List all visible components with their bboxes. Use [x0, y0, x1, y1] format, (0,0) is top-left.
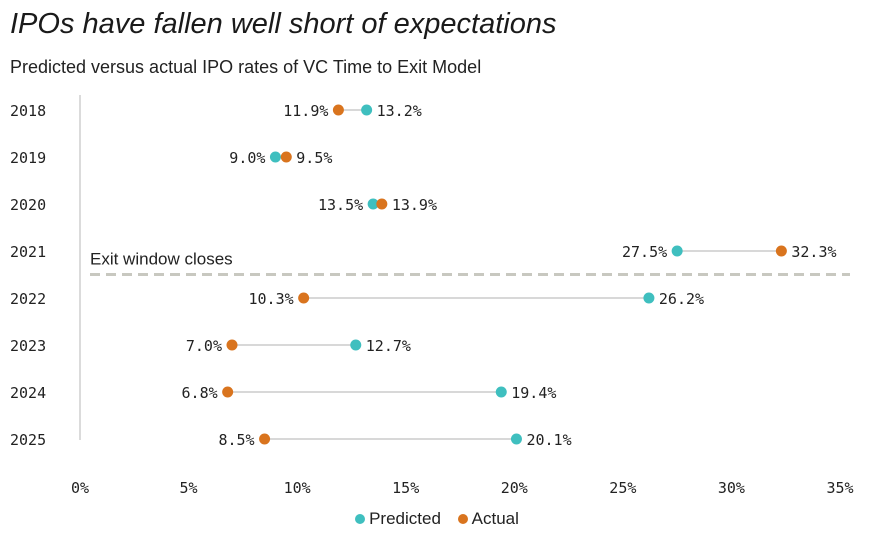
predicted-data-label-2025: 20.1% [526, 431, 571, 449]
actual-data-label-2019: 9.5% [296, 149, 332, 167]
predicted-point-2024 [495, 386, 507, 398]
x-tick-label: 5% [180, 479, 198, 497]
x-tick-label: 25% [609, 479, 636, 497]
predicted-data-label-2020: 13.5% [318, 196, 363, 214]
predicted-point-2022 [643, 292, 655, 304]
actual-data-label-2020: 13.9% [392, 196, 437, 214]
predicted-data-label-2022: 26.2% [659, 290, 704, 308]
x-tick-label: 30% [718, 479, 745, 497]
legend-label-actual: Actual [471, 509, 519, 528]
predicted-point-2020 [367, 198, 379, 210]
dumbbell-chart: 2018 2019 2020 2021 2022 2023 2024 2025 0% 5% 10% 1… [10, 95, 854, 497]
chart-title: IPOs have fallen well short of expectati… [10, 8, 557, 40]
actual-data-label-2025: 8.5% [218, 431, 254, 449]
predicted-point-2019 [269, 151, 281, 163]
actual-point-2024 [222, 386, 234, 398]
predicted-point-2021 [671, 245, 683, 257]
y-tick-label-2021: 2021 [10, 243, 46, 261]
x-tick-label: 35% [826, 479, 853, 497]
predicted-point-2018 [361, 104, 373, 116]
predicted-data-label-2024: 19.4% [511, 384, 556, 402]
actual-point-2023 [226, 339, 238, 351]
legend-item-predicted: Predicted [355, 509, 441, 529]
actual-data-label-2021: 32.3% [791, 243, 836, 261]
predicted-data-label-2021: 27.5% [622, 243, 667, 261]
actual-data-label-2024: 6.8% [182, 384, 218, 402]
x-tick-label: 10% [284, 479, 311, 497]
legend-swatch-actual [457, 514, 468, 524]
y-tick-label-2020: 2020 [10, 196, 46, 214]
predicted-data-label-2023: 12.7% [366, 337, 411, 355]
y-tick-label-2025: 2025 [10, 431, 46, 449]
x-tick-label: 20% [501, 479, 528, 497]
x-tick-label: 15% [392, 479, 419, 497]
exit-window-annotation: Exit window closes [90, 250, 233, 269]
actual-data-label-2022: 10.3% [249, 290, 294, 308]
legend-item-actual: Actual [457, 509, 519, 529]
actual-data-label-2023: 7.0% [186, 337, 222, 355]
actual-point-2025 [259, 433, 271, 445]
legend-label-predicted: Predicted [369, 509, 441, 528]
predicted-point-2023 [350, 339, 362, 351]
y-tick-label-2023: 2023 [10, 337, 46, 355]
actual-data-label-2018: 11.9% [283, 102, 328, 120]
y-tick-label-2018: 2018 [10, 102, 46, 120]
x-tick-label: 0% [71, 479, 89, 497]
y-tick-label-2019: 2019 [10, 149, 46, 167]
chart-legend: Predicted Actual [0, 509, 874, 529]
actual-point-2022 [298, 292, 310, 304]
actual-point-2020 [376, 198, 388, 210]
actual-point-2019 [280, 151, 292, 163]
actual-point-2021 [775, 245, 787, 257]
y-tick-label-2022: 2022 [10, 290, 46, 308]
predicted-data-label-2018: 13.2% [377, 102, 422, 120]
actual-point-2018 [332, 104, 344, 116]
y-tick-label-2024: 2024 [10, 384, 46, 402]
predicted-point-2025 [510, 433, 522, 445]
predicted-data-label-2019: 9.0% [229, 149, 265, 167]
legend-swatch-predicted [355, 514, 366, 524]
chart-subtitle: Predicted versus actual IPO rates of VC … [10, 57, 482, 77]
